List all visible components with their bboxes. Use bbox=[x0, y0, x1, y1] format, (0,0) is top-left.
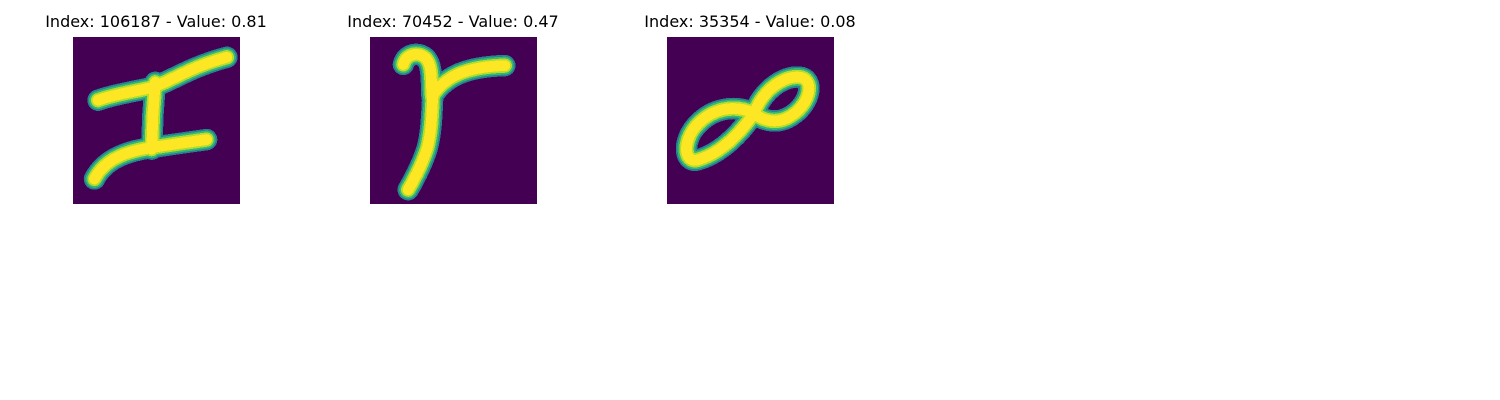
panel-title: Index: 70452 - Value: 0.47 bbox=[347, 12, 559, 31]
letter-Y-icon bbox=[370, 37, 537, 204]
panel-title: Index: 35354 - Value: 0.08 bbox=[644, 12, 856, 31]
sample-panel-2: Index: 70452 - Value: 0.47 bbox=[303, 0, 603, 210]
infinity-icon bbox=[667, 37, 834, 204]
panel-title: Index: 106187 - Value: 0.81 bbox=[45, 12, 267, 31]
letter-I-icon bbox=[73, 37, 240, 204]
sample-panel-1: Index: 106187 - Value: 0.81 bbox=[6, 0, 306, 210]
sample-panel-3: Index: 35354 - Value: 0.08 bbox=[600, 0, 900, 210]
